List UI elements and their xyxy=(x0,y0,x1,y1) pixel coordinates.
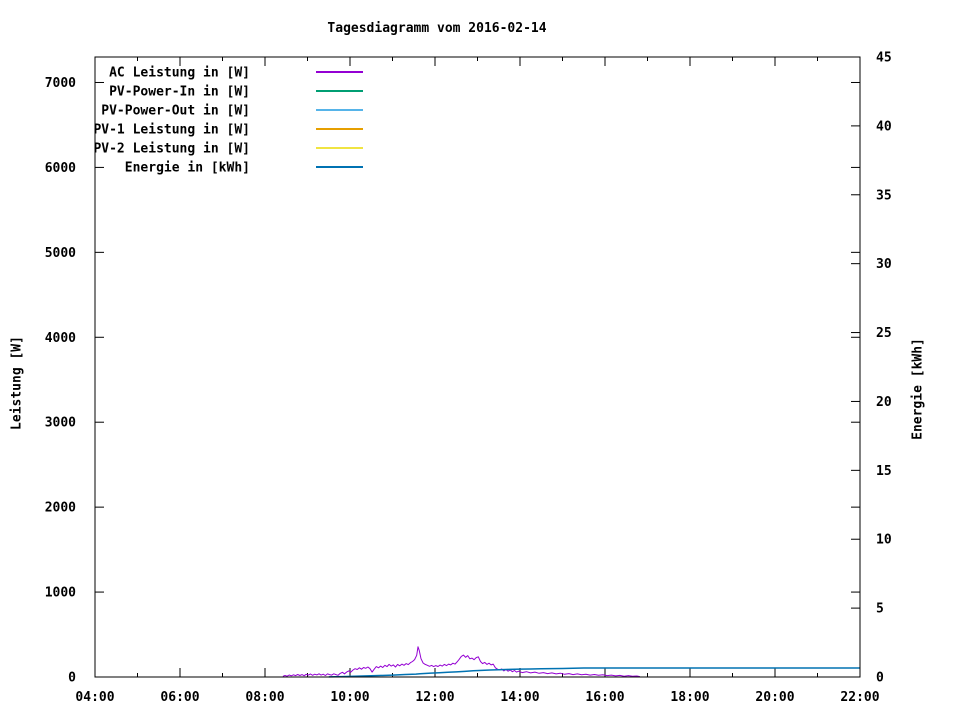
y2-tick-label: 25 xyxy=(876,326,892,341)
y2-tick-label: 45 xyxy=(876,51,892,66)
y-tick-label: 6000 xyxy=(45,161,76,176)
x-tick-label: 14:00 xyxy=(500,690,539,705)
legend-label: PV-Power-Out in [W] xyxy=(101,104,250,119)
y-tick-label: 7000 xyxy=(45,76,76,91)
y2-tick-label: 30 xyxy=(876,257,892,272)
y2-tick-label: 0 xyxy=(876,671,884,686)
y-tick-label: 5000 xyxy=(45,246,76,261)
y-tick-label: 0 xyxy=(68,671,76,686)
y2-tick-label: 40 xyxy=(876,119,892,134)
plot-border xyxy=(94,56,861,678)
series-line-ac-leistung-in-w xyxy=(282,646,640,678)
legend-label: PV-2 Leistung in [W] xyxy=(93,142,250,157)
chart-title: Tagesdiagramm vom 2016-02-14 xyxy=(327,21,547,36)
x-tick-label: 22:00 xyxy=(840,690,879,705)
x-tick-label: 10:00 xyxy=(330,690,369,705)
legend-label: Energie in [kWh] xyxy=(125,161,250,176)
series-line-energie-in-kwh xyxy=(328,667,860,678)
x-tick-label: 16:00 xyxy=(585,690,624,705)
legend-label: PV-1 Leistung in [W] xyxy=(93,123,250,138)
y2-tick-label: 10 xyxy=(876,533,892,548)
x-tick-label: 06:00 xyxy=(160,690,199,705)
y2-tick-label: 35 xyxy=(876,188,892,203)
x-tick-label: 08:00 xyxy=(245,690,284,705)
y-tick-label: 1000 xyxy=(45,586,76,601)
x-tick-label: 18:00 xyxy=(670,690,709,705)
y2-tick-label: 20 xyxy=(876,395,892,410)
y-tick-label: 4000 xyxy=(45,331,76,346)
y-tick-label: 3000 xyxy=(45,416,76,431)
x-tick-label: 12:00 xyxy=(415,690,454,705)
y-tick-label: 2000 xyxy=(45,501,76,516)
y2-tick-label: 15 xyxy=(876,464,892,479)
legend-label: PV-Power-In in [W] xyxy=(109,85,250,100)
y2-tick-label: 5 xyxy=(876,602,884,617)
x-tick-label: 20:00 xyxy=(755,690,794,705)
legend-label: AC Leistung in [W] xyxy=(109,66,250,81)
x-tick-label: 04:00 xyxy=(75,690,114,705)
